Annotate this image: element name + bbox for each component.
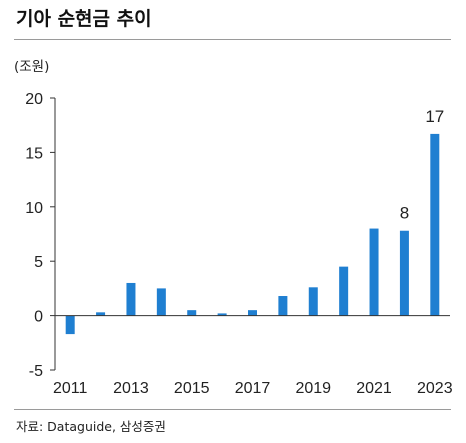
source-note: 자료: Dataguide, 삼성증권 <box>16 419 166 434</box>
bar-2012 <box>96 312 106 316</box>
x-tick-label: 2017 <box>235 380 271 397</box>
y-tick-label: 15 <box>25 145 43 162</box>
x-tick-label: 2023 <box>417 380 453 397</box>
bar-2017 <box>248 310 257 316</box>
title-divider <box>14 39 451 40</box>
x-tick-label: 2011 <box>53 380 88 397</box>
data-label: 17 <box>425 107 444 126</box>
y-tick-label: -5 <box>29 363 43 380</box>
bar-2018 <box>278 296 288 316</box>
data-label: 8 <box>400 204 409 223</box>
bars <box>65 133 440 335</box>
y-axis-unit-label: (조원) <box>14 59 50 75</box>
y-tick-label: 0 <box>34 309 43 326</box>
y-tick-label: 5 <box>34 254 43 271</box>
bar-2013 <box>126 282 136 316</box>
y-axis: -5 0 5 10 15 20 <box>25 91 56 380</box>
bar-2016 <box>217 313 227 316</box>
bar-2020 <box>339 266 349 316</box>
x-axis: 2011 2013 2015 2017 2019 2021 2023 <box>53 315 453 397</box>
bar-2019 <box>308 287 318 316</box>
x-tick-label: 2019 <box>295 380 331 397</box>
chart-title: 기아 순현금 추이 <box>16 8 152 30</box>
x-tick-label: 2013 <box>113 380 149 397</box>
bar-2021 <box>369 228 379 316</box>
bar-2015 <box>187 310 197 316</box>
bar-2022 <box>399 230 409 316</box>
bar-2011 <box>65 315 75 335</box>
data-labels: 8 17 <box>400 107 445 223</box>
source-divider <box>14 409 451 410</box>
y-tick-label: 20 <box>25 91 43 108</box>
x-tick-label: 2021 <box>356 380 392 397</box>
bar-2014 <box>156 288 166 316</box>
x-tick-label: 2015 <box>174 380 210 397</box>
y-tick-label: 10 <box>25 200 43 217</box>
bar-2023 <box>430 133 440 316</box>
